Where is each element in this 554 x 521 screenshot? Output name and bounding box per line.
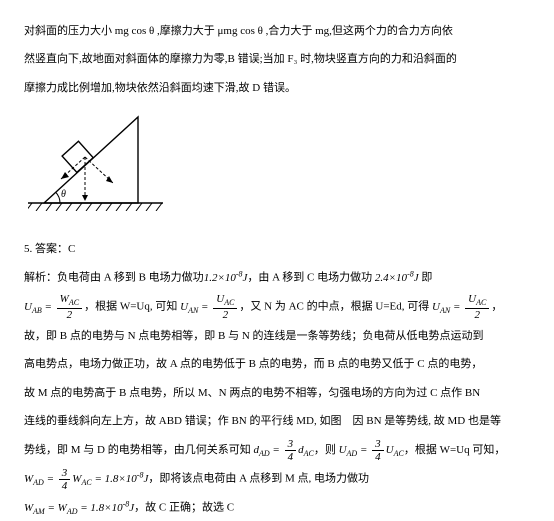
- text-line: 摩擦力成比例增加,物块依然沿斜面均速下滑,故 D 错误。: [24, 82, 296, 94]
- paragraph: 连线的垂线斜向左上方，故 ABD 错误；作 BN 的平行线 MD, 如图 因 B…: [24, 408, 530, 434]
- formula-uan2: UAN =: [432, 301, 463, 313]
- formula-dad: dAD =: [253, 444, 282, 456]
- text-line: 然竖直向下,故地面对斜面体的摩擦力为零,B 错误;当加 F₃ 时,物块竖直方向的…: [24, 53, 457, 65]
- fraction: UAC2: [465, 293, 489, 321]
- paragraph: 高电势点，电场力做正功，故 A 点的电势低于 B 点的电势，而 B 点的电势又低…: [24, 351, 530, 377]
- svg-text:θ: θ: [61, 189, 66, 200]
- text: 势线，即 M 与 D 的电势相等，由几何关系可知: [24, 444, 251, 456]
- fraction: UAC2: [213, 293, 237, 321]
- document-content: 对斜面的压力大小 mg cos θ ,摩擦力大于 μmg cos θ ,合力大于…: [24, 18, 530, 521]
- paragraph: UAB = WAC2，根据 W=Uq, 可知 UAN = UAC2，又 N 为 …: [24, 293, 530, 321]
- text: ，根据 W=Uq, 可知: [84, 301, 177, 313]
- formula-uab: UAB =: [24, 301, 55, 313]
- text: ，根据 W=Uq 可知，: [404, 444, 506, 456]
- text: 即: [421, 272, 432, 284]
- paragraph: 势线，即 M 与 D 的电势相等，由几何关系可知 dAD = 34dAC，则 U…: [24, 437, 530, 463]
- text-line: 故 M 点的电势高于 B 点电势，所以 M、N 两点的电势不相等，匀强电场的方向…: [24, 387, 480, 399]
- paragraph: 摩擦力成比例增加,物块依然沿斜面均速下滑,故 D 错误。: [24, 75, 530, 101]
- formula: UAC: [386, 444, 404, 456]
- text: ，又 N 为 AC 的中点，根据 U=Ed, 可得: [239, 301, 429, 313]
- text-line: 高电势点，电场力做正功，故 A 点的电势低于 B 点的电势，而 B 点的电势又低…: [24, 358, 482, 370]
- text: 解析：负电荷由 A 移到 B 电场力做功: [24, 272, 204, 284]
- formula-uan: UAN =: [180, 301, 211, 313]
- answer-label: 5. 答案：C: [24, 243, 75, 255]
- text-line: 连线的垂线斜向左上方，故 ABD 错误；作 BN 的平行线 MD, 如图 因 B…: [24, 415, 501, 427]
- text: ，由 A 移到 C 电场力做功: [247, 272, 372, 284]
- fraction: 34: [59, 467, 71, 492]
- text: ，故 C 正确；故选 C: [134, 502, 234, 514]
- text: ，即将该点电荷由 A 点移到 M 点, 电场力做功: [148, 473, 369, 485]
- formula: 2.4×10-8J: [375, 272, 419, 284]
- answer-line: 5. 答案：C: [24, 236, 530, 262]
- formula: dAC: [298, 444, 314, 456]
- formula-wam: WAM = WAD = 1.8×10-8J: [24, 502, 134, 514]
- paragraph: 对斜面的压力大小 mg cos θ ,摩擦力大于 μmg cos θ ,合力大于…: [24, 18, 530, 44]
- text-line: 对斜面的压力大小 mg cos θ ,摩擦力大于 μmg cos θ ,合力大于…: [24, 25, 453, 37]
- paragraph: 然竖直向下,故地面对斜面体的摩擦力为零,B 错误;当加 F₃ 时,物块竖直方向的…: [24, 46, 530, 72]
- text: ，则: [314, 444, 336, 456]
- fraction: 34: [285, 438, 297, 463]
- fraction: 34: [372, 438, 384, 463]
- paragraph: WAM = WAD = 1.8×10-8J，故 C 正确；故选 C: [24, 494, 530, 521]
- paragraph: 故，即 B 点的电势与 N 点电势相等，即 B 与 N 的连线是一条等势线；负电…: [24, 323, 530, 349]
- text: ，: [491, 301, 502, 313]
- incline-diagram: θ: [28, 111, 530, 221]
- formula-uad: UAD =: [339, 444, 371, 456]
- paragraph: WAD = 34WAC = 1.8×10-8J，即将该点电荷由 A 点移到 M …: [24, 465, 530, 492]
- formula: 1.2×10-8J: [204, 272, 248, 284]
- formula-wad: WAD =: [24, 473, 57, 485]
- formula: WAC = 1.8×10-8J: [72, 473, 148, 485]
- paragraph: 故 M 点的电势高于 B 点电势，所以 M、N 两点的电势不相等，匀强电场的方向…: [24, 380, 530, 406]
- text-line: 故，即 B 点的电势与 N 点电势相等，即 B 与 N 的连线是一条等势线；负电…: [24, 330, 484, 342]
- fraction: WAC2: [57, 293, 82, 321]
- paragraph: 解析：负电荷由 A 移到 B 电场力做功1.2×10-8J，由 A 移到 C 电…: [24, 264, 530, 291]
